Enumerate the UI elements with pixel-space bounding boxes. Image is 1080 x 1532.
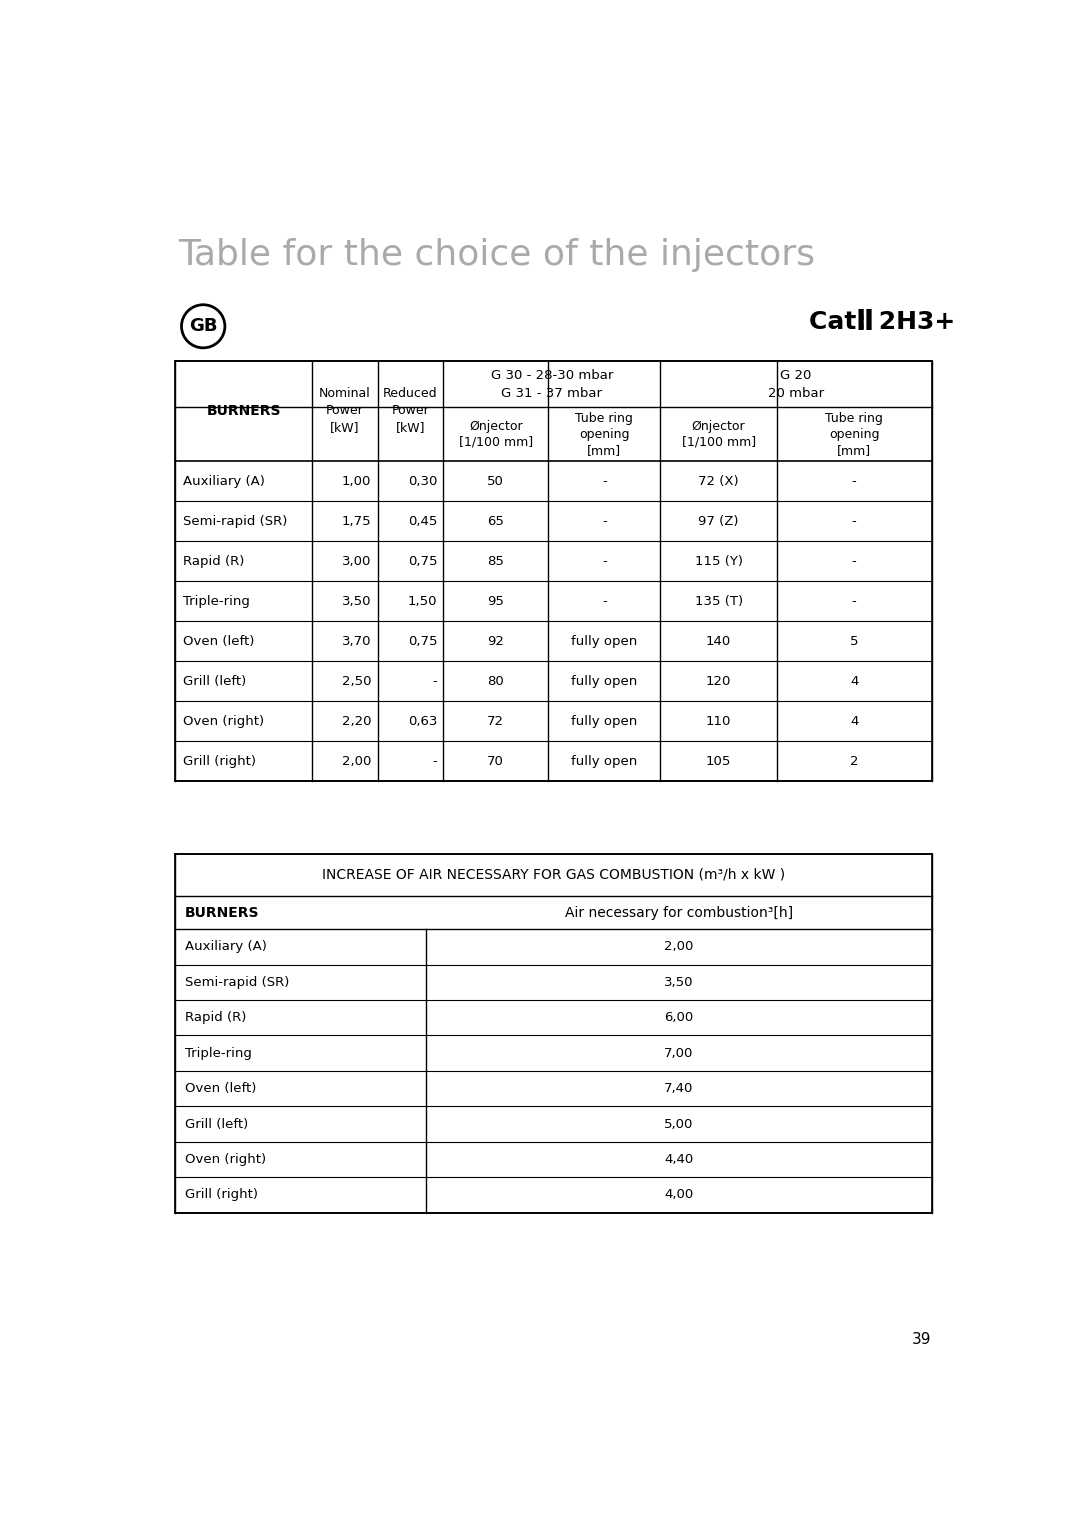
Text: Air necessary for combustion³[h]: Air necessary for combustion³[h] [565, 905, 793, 919]
Text: 115 (Y): 115 (Y) [694, 555, 743, 568]
Text: G 20
20 mbar: G 20 20 mbar [768, 369, 824, 400]
Text: 97 (Z): 97 (Z) [699, 515, 739, 527]
Text: Tube ring
opening
[mm]: Tube ring opening [mm] [825, 412, 883, 457]
Text: INCREASE OF AIR NECESSARY FOR GAS COMBUSTION (m³/h x kW ): INCREASE OF AIR NECESSARY FOR GAS COMBUS… [322, 869, 785, 882]
Text: 70: 70 [487, 755, 504, 768]
Text: 120: 120 [706, 674, 731, 688]
Text: Tube ring
opening
[mm]: Tube ring opening [mm] [576, 412, 633, 457]
Text: Nominal
Power
[kW]: Nominal Power [kW] [319, 388, 370, 435]
Text: -: - [602, 594, 607, 608]
Text: Grill (left): Grill (left) [183, 674, 246, 688]
Text: Reduced
Power
[kW]: Reduced Power [kW] [383, 388, 437, 435]
Text: Auxiliary (A): Auxiliary (A) [183, 475, 265, 487]
Text: Rapid (R): Rapid (R) [185, 1011, 246, 1025]
Text: 4,40: 4,40 [664, 1154, 693, 1166]
Text: 2: 2 [850, 755, 859, 768]
Text: fully open: fully open [571, 715, 637, 728]
Text: 72 (X): 72 (X) [699, 475, 739, 487]
Text: 0,75: 0,75 [408, 555, 437, 568]
Text: Cat:: Cat: [809, 311, 875, 334]
Text: Auxiliary (A): Auxiliary (A) [185, 941, 267, 953]
Text: Oven (left): Oven (left) [183, 634, 255, 648]
Text: 2,50: 2,50 [342, 674, 372, 688]
Text: -: - [602, 515, 607, 527]
Text: Semi-rapid (SR): Semi-rapid (SR) [185, 976, 289, 988]
Text: 2H3+: 2H3+ [869, 311, 955, 334]
Text: 0,45: 0,45 [408, 515, 437, 527]
Text: 3,50: 3,50 [342, 594, 372, 608]
Text: -: - [602, 555, 607, 568]
Text: 85: 85 [487, 555, 504, 568]
Text: 4,00: 4,00 [664, 1189, 693, 1201]
Text: -: - [852, 594, 856, 608]
Text: 2,20: 2,20 [342, 715, 372, 728]
Text: Oven (right): Oven (right) [185, 1154, 266, 1166]
Text: 2,00: 2,00 [664, 941, 693, 953]
Text: G 30 - 28-30 mbar
G 31 - 37 mbar: G 30 - 28-30 mbar G 31 - 37 mbar [490, 369, 613, 400]
Text: -: - [602, 475, 607, 487]
Bar [175, 853, 932, 1212]
Text: Oven (left): Oven (left) [185, 1082, 256, 1095]
Text: Oven (right): Oven (right) [183, 715, 265, 728]
Text: 1,50: 1,50 [408, 594, 437, 608]
Text: -: - [852, 515, 856, 527]
Text: 3,70: 3,70 [342, 634, 372, 648]
Text: Grill (right): Grill (right) [185, 1189, 258, 1201]
Text: 0,30: 0,30 [408, 475, 437, 487]
Text: BURNERS: BURNERS [185, 905, 259, 919]
Bar [175, 362, 932, 781]
Text: BURNERS: BURNERS [206, 404, 281, 418]
Text: 5,00: 5,00 [664, 1117, 693, 1131]
Text: 110: 110 [706, 715, 731, 728]
Text: GB: GB [189, 317, 217, 336]
Text: Triple-ring: Triple-ring [185, 1046, 252, 1060]
Text: 3,50: 3,50 [664, 976, 693, 988]
Text: -: - [852, 555, 856, 568]
Text: 50: 50 [487, 475, 504, 487]
Text: 140: 140 [706, 634, 731, 648]
Text: 1,00: 1,00 [342, 475, 372, 487]
Text: 4: 4 [850, 715, 859, 728]
Text: 0,63: 0,63 [408, 715, 437, 728]
Text: 7,00: 7,00 [664, 1046, 693, 1060]
Text: 92: 92 [487, 634, 504, 648]
Text: 0,75: 0,75 [408, 634, 437, 648]
Text: Table for the choice of the injectors: Table for the choice of the injectors [177, 237, 814, 271]
Text: Triple-ring: Triple-ring [183, 594, 249, 608]
Text: Ⅱ: Ⅱ [855, 308, 874, 337]
Text: 65: 65 [487, 515, 504, 527]
Text: 95: 95 [487, 594, 504, 608]
Text: Rapid (R): Rapid (R) [183, 555, 244, 568]
Text: -: - [432, 755, 437, 768]
Text: 4: 4 [850, 674, 859, 688]
Text: -: - [432, 674, 437, 688]
Text: 3,00: 3,00 [342, 555, 372, 568]
Text: 39: 39 [913, 1331, 932, 1347]
Text: 72: 72 [487, 715, 504, 728]
Text: 135 (T): 135 (T) [694, 594, 743, 608]
Text: -: - [852, 475, 856, 487]
Text: 80: 80 [487, 674, 504, 688]
Text: Semi-rapid (SR): Semi-rapid (SR) [183, 515, 287, 527]
Text: 105: 105 [706, 755, 731, 768]
Text: 2,00: 2,00 [342, 755, 372, 768]
Text: fully open: fully open [571, 755, 637, 768]
Text: Ønjector
[1/100 mm]: Ønjector [1/100 mm] [681, 420, 756, 449]
Text: 1,75: 1,75 [341, 515, 372, 527]
Text: Ønjector
[1/100 mm]: Ønjector [1/100 mm] [459, 420, 532, 449]
Text: 6,00: 6,00 [664, 1011, 693, 1025]
Text: 7,40: 7,40 [664, 1082, 693, 1095]
Text: 5: 5 [850, 634, 859, 648]
Text: Grill (right): Grill (right) [183, 755, 256, 768]
Text: fully open: fully open [571, 634, 637, 648]
Text: fully open: fully open [571, 674, 637, 688]
Text: Grill (left): Grill (left) [185, 1117, 247, 1131]
